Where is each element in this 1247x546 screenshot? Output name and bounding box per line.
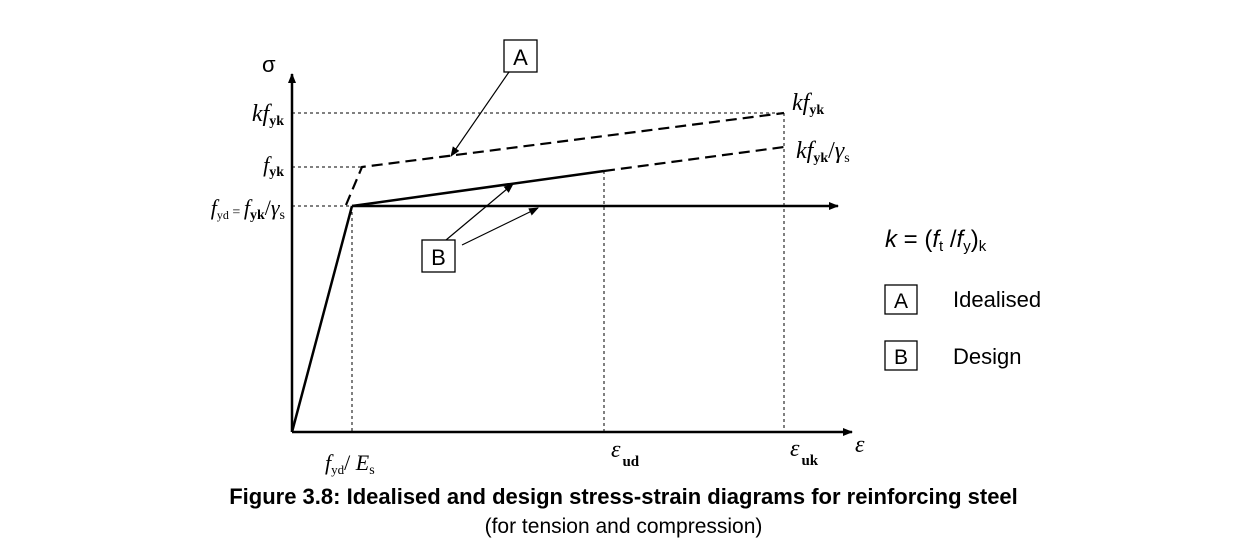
legend-item-idealised: A Idealised: [884, 284, 1041, 315]
legend-b-key: B: [894, 346, 908, 369]
x-label-eps-uk: ε uk: [790, 436, 819, 469]
legend-b-box: [884, 340, 918, 371]
figure-caption-subtitle: (for tension and compression): [484, 515, 763, 538]
x-label-fyd-es: fyd/ Es: [325, 450, 375, 478]
marker-a-arrow: [450, 71, 510, 157]
legend-a-label: Idealised: [953, 287, 1041, 312]
sigma-label: σ: [262, 52, 276, 77]
legend-a-box: [884, 284, 918, 315]
marker-b-box: [421, 239, 456, 273]
epsilon-label: ε: [855, 432, 865, 458]
curve-label-kfyk: kfyk: [792, 90, 824, 118]
marker-b-text: B: [431, 245, 446, 270]
y-label-fyk: fyk: [263, 152, 284, 180]
marker-b-arrow-upper: [445, 183, 514, 241]
marker-b-arrow-lower: [461, 207, 539, 246]
figure-caption-title: Figure 3.8: Idealised and design stress-…: [229, 484, 1018, 509]
marker-a-text: A: [513, 45, 528, 70]
k-formula: k = (ft /fy)k: [885, 226, 987, 255]
guide-lines: [292, 112, 785, 432]
marker-a-box: [503, 39, 538, 73]
legend-a-key: A: [894, 290, 908, 313]
legend-item-design: B Design: [884, 340, 1021, 371]
legend-b-label: Design: [953, 344, 1021, 369]
design-inclined-branch: [351, 169, 605, 208]
curve-label-kfyk-gs: kfyk/γs: [796, 138, 850, 166]
y-label-kfyk: kfyk: [252, 101, 284, 129]
idealised-curve: [344, 111, 785, 206]
design-elastic-branch: [290, 205, 354, 433]
y-label-fyd: fyd = fyk/γs: [211, 195, 285, 223]
x-label-eps-ud: ε ud: [611, 437, 640, 470]
design-inclined-extension: [603, 145, 785, 173]
